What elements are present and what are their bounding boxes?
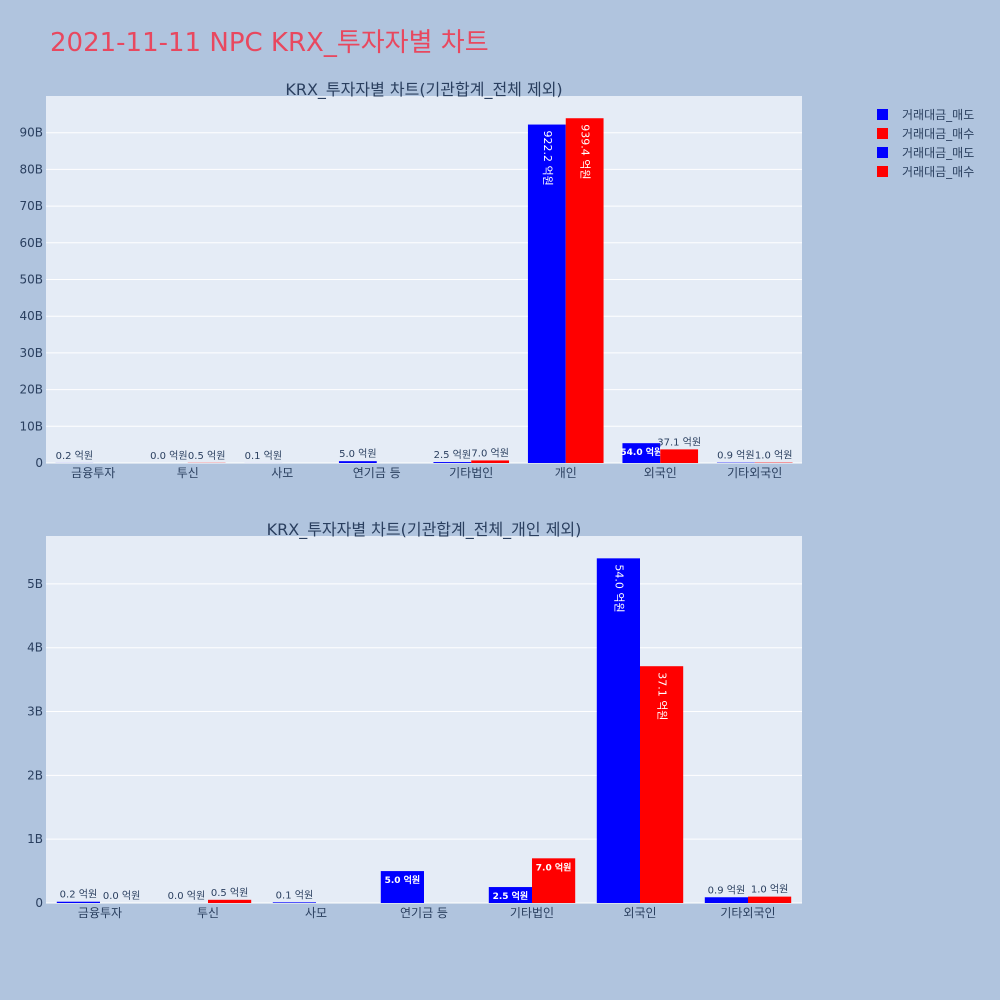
legend-swatch — [877, 166, 888, 177]
y-tick-label: 1B — [27, 832, 43, 846]
legend-label: 거래대금_매수 — [902, 127, 974, 141]
data-label: 1.0 억원 — [755, 450, 792, 462]
bar — [622, 443, 661, 463]
bar — [471, 460, 510, 463]
bar — [338, 461, 377, 463]
data-label: 5.0 억원 — [385, 874, 421, 886]
y-tick-label: 4B — [27, 641, 43, 655]
x-tick-label: 외국인 — [644, 466, 677, 480]
data-label: 0.2 억원 — [56, 450, 93, 462]
bar — [56, 901, 100, 903]
bar — [640, 666, 684, 903]
data-label: 37.1 억원 — [657, 436, 701, 448]
bar — [380, 871, 424, 903]
y-tick-label: 0 — [35, 456, 43, 470]
data-label: 0.1 억원 — [276, 889, 313, 901]
y-tick-label: 2B — [27, 768, 43, 782]
x-tick-label: 사모 — [271, 466, 293, 480]
y-tick-label: 0 — [35, 896, 43, 910]
data-label: 1.0 억원 — [751, 884, 788, 896]
x-tick-label: 기타법인 — [449, 466, 493, 480]
x-tick-label: 기타외국인 — [720, 906, 775, 920]
bar — [527, 124, 566, 463]
chart-panel-bottom: 0 1B 2B 3B 4B 5B KRX_투자자별 차트(기관합계_전체_개인 제외) 금융투… — [27, 520, 802, 920]
bar — [532, 858, 576, 903]
x-tick-label: 투신 — [177, 466, 199, 480]
y-tick-label: 10B — [19, 419, 43, 433]
y-tick-label: 40B — [19, 309, 43, 323]
data-label: 0.9 억원 — [708, 884, 745, 896]
bar — [208, 899, 252, 903]
chart-title: KRX_투자자별 차트(기관합계_전체_개인 제외) — [267, 520, 582, 540]
y-tick-label: 5B — [27, 577, 43, 591]
legend-swatch — [877, 147, 888, 158]
data-label: 0.5 억원 — [211, 887, 248, 899]
bar — [596, 558, 640, 903]
legend-label: 거래대금_매수 — [902, 165, 974, 179]
plot-area — [46, 536, 802, 903]
data-label: 922.2 억원 — [541, 131, 554, 186]
legend-label: 거래대금_매도 — [902, 146, 974, 160]
x-tick-label: 외국인 — [623, 906, 656, 920]
bar — [748, 896, 792, 903]
data-label: 0.0 억원 — [150, 450, 187, 462]
data-label: 37.1 억원 — [656, 672, 669, 720]
x-tick-label: 연기금 등 — [400, 906, 448, 920]
legend-swatch — [877, 109, 888, 120]
x-tick-label: 기타외국인 — [727, 466, 782, 480]
y-tick-label: 50B — [19, 273, 43, 287]
data-label: 7.0 억원 — [471, 447, 508, 459]
y-tick-label: 70B — [19, 199, 43, 213]
chart-title: KRX_투자자별 차트(기관합계_전체 제외) — [285, 80, 562, 100]
y-tick-label: 80B — [19, 162, 43, 176]
data-label: 0.0 억원 — [103, 890, 140, 902]
y-tick-label: 60B — [19, 236, 43, 250]
legend-swatch — [877, 128, 888, 139]
data-label: 0.0 억원 — [168, 890, 205, 902]
x-tick-label: 연기금 등 — [353, 466, 401, 480]
data-label: 2.5 억원 — [434, 449, 471, 461]
y-tick-label: 20B — [19, 383, 43, 397]
data-label: 0.5 억원 — [188, 450, 225, 462]
page-title: 2021-11-11 NPC KRX_투자자별 차트 — [50, 28, 489, 58]
data-label: 54.0 억원 — [620, 446, 662, 458]
y-tick-label: 30B — [19, 346, 43, 360]
data-label: 5.0 억원 — [339, 448, 376, 460]
bar — [565, 118, 604, 463]
bar — [660, 449, 699, 463]
data-label: 2.5 억원 — [493, 890, 529, 902]
y-tick-label: 3B — [27, 705, 43, 719]
data-label: 0.9 억원 — [717, 450, 754, 462]
data-label: 7.0 억원 — [536, 861, 572, 873]
x-tick-label: 사모 — [305, 906, 327, 920]
data-label: 0.1 억원 — [245, 450, 282, 462]
y-tick-label: 90B — [19, 126, 43, 140]
bar — [704, 897, 748, 903]
bar — [433, 462, 472, 463]
data-label: 54.0 억원 — [612, 564, 625, 612]
x-tick-label: 기타법인 — [510, 906, 554, 920]
legend-label: 거래대금_매도 — [902, 108, 974, 122]
x-tick-label: 금융투자 — [71, 466, 115, 480]
bar — [272, 902, 316, 903]
data-label: 0.2 억원 — [60, 889, 97, 901]
x-tick-label: 금융투자 — [78, 906, 122, 920]
bar — [488, 887, 532, 903]
data-label: 939.4 억원 — [579, 124, 592, 179]
chart-panel-top: 0 10B 20B 30B 40B 50B 60B 70B 80B 90B KRX_투자자별 차트(… — [19, 80, 802, 480]
x-tick-label: 투신 — [197, 906, 219, 920]
x-tick-label: 개인 — [555, 466, 577, 480]
